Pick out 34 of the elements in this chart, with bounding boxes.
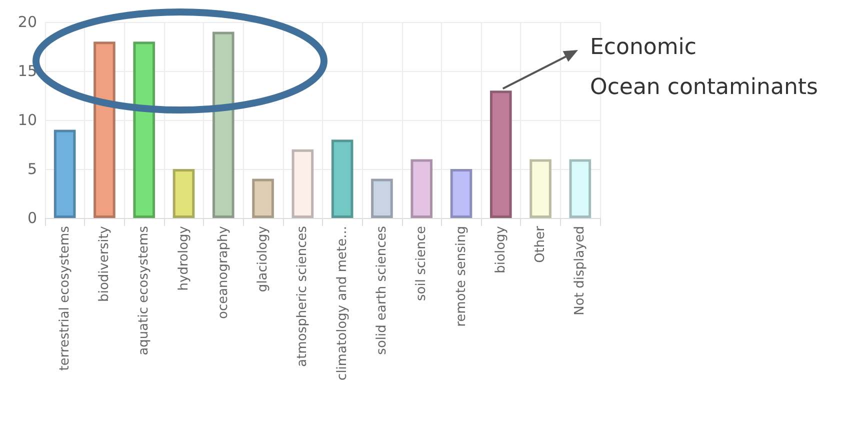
bar: [94, 42, 116, 218]
y-tick-label: 20: [18, 13, 37, 31]
x-tick-label: soil science: [414, 226, 430, 301]
bar: [292, 149, 314, 218]
bar: [490, 90, 512, 218]
bar: [54, 130, 76, 218]
x-tick-label: hydrology: [176, 226, 192, 291]
x-tick-label: Not displayed: [572, 226, 588, 316]
x-tick-label: biodiversity: [96, 226, 112, 302]
y-tick-label: 0: [27, 209, 37, 227]
x-tick-label: solid earth sciences: [374, 226, 390, 355]
bar: [569, 159, 592, 218]
bar: [331, 140, 354, 218]
x-tick-label: oceanography: [216, 226, 231, 320]
x-tick-label: Other: [533, 225, 548, 263]
x-tick-label: remote sensing: [454, 226, 469, 327]
bar: [450, 169, 472, 218]
bar: [252, 178, 274, 218]
y-tick-label: 10: [18, 111, 37, 129]
y-tick-label: 5: [27, 160, 37, 178]
x-tick-label: glaciology: [256, 226, 271, 292]
x-tick-label: atmospheric sciences: [295, 226, 310, 367]
bar: [530, 159, 552, 218]
x-tick-label: aquatic ecosystems: [136, 226, 152, 356]
x-tick-label: biology: [493, 226, 508, 274]
bar: [212, 32, 234, 218]
x-tick-label: climatology and mete...: [334, 226, 350, 380]
annotation: Economic Ocean contaminants: [590, 34, 818, 102]
x-tick-label: terrestrial ecosystems: [57, 226, 72, 371]
bar: [371, 178, 393, 218]
bar: [172, 169, 195, 218]
bar: [133, 42, 156, 218]
bar: [410, 159, 433, 218]
y-tick-label: 15: [18, 62, 37, 80]
